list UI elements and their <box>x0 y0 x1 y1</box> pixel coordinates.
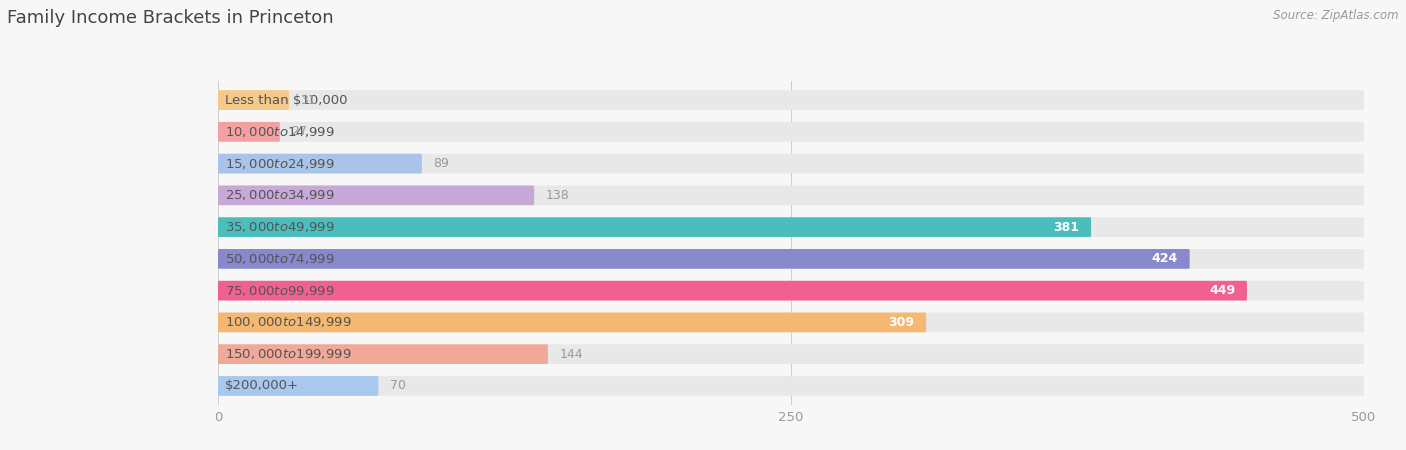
FancyBboxPatch shape <box>218 249 1189 269</box>
FancyBboxPatch shape <box>218 122 280 142</box>
FancyBboxPatch shape <box>218 376 378 396</box>
Text: 31: 31 <box>301 94 316 107</box>
Text: 309: 309 <box>889 316 915 329</box>
FancyBboxPatch shape <box>218 281 1364 301</box>
Text: 27: 27 <box>291 125 307 138</box>
FancyBboxPatch shape <box>218 217 1364 237</box>
Text: 144: 144 <box>560 348 583 361</box>
Text: $200,000+: $200,000+ <box>225 379 299 392</box>
Text: $25,000 to $34,999: $25,000 to $34,999 <box>225 189 335 202</box>
FancyBboxPatch shape <box>218 344 1364 364</box>
Text: $150,000 to $199,999: $150,000 to $199,999 <box>225 347 352 361</box>
Text: Source: ZipAtlas.com: Source: ZipAtlas.com <box>1274 9 1399 22</box>
Text: 424: 424 <box>1152 252 1178 266</box>
Text: 89: 89 <box>433 157 450 170</box>
Text: $35,000 to $49,999: $35,000 to $49,999 <box>225 220 335 234</box>
FancyBboxPatch shape <box>218 185 534 205</box>
Text: $15,000 to $24,999: $15,000 to $24,999 <box>225 157 335 171</box>
Text: Less than $10,000: Less than $10,000 <box>225 94 347 107</box>
FancyBboxPatch shape <box>218 313 1364 332</box>
Text: 381: 381 <box>1053 220 1080 234</box>
FancyBboxPatch shape <box>218 185 1364 205</box>
Text: $75,000 to $99,999: $75,000 to $99,999 <box>225 284 335 297</box>
FancyBboxPatch shape <box>218 376 1364 396</box>
FancyBboxPatch shape <box>218 154 1364 173</box>
Text: $10,000 to $14,999: $10,000 to $14,999 <box>225 125 335 139</box>
FancyBboxPatch shape <box>218 90 290 110</box>
FancyBboxPatch shape <box>218 154 422 173</box>
Text: $50,000 to $74,999: $50,000 to $74,999 <box>225 252 335 266</box>
FancyBboxPatch shape <box>218 122 1364 142</box>
Text: 70: 70 <box>389 379 406 392</box>
Text: $100,000 to $149,999: $100,000 to $149,999 <box>225 315 352 329</box>
FancyBboxPatch shape <box>218 249 1364 269</box>
Text: 449: 449 <box>1209 284 1236 297</box>
Text: Family Income Brackets in Princeton: Family Income Brackets in Princeton <box>7 9 333 27</box>
Text: 138: 138 <box>546 189 569 202</box>
FancyBboxPatch shape <box>218 217 1091 237</box>
FancyBboxPatch shape <box>218 344 548 364</box>
FancyBboxPatch shape <box>218 90 1364 110</box>
FancyBboxPatch shape <box>218 313 927 332</box>
FancyBboxPatch shape <box>218 281 1247 301</box>
